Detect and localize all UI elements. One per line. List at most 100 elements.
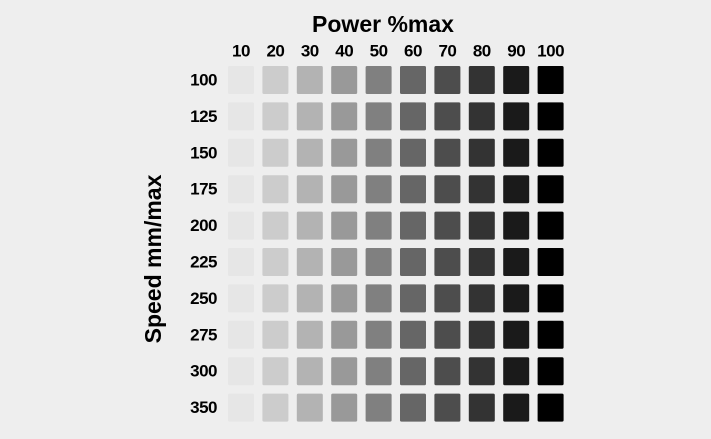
test-square xyxy=(365,357,392,386)
column-label: 80 xyxy=(473,41,491,60)
test-square xyxy=(228,284,254,313)
test-square xyxy=(331,320,358,349)
row-label: 200 xyxy=(190,216,217,235)
test-square xyxy=(296,248,323,276)
test-square xyxy=(228,393,254,422)
test-square xyxy=(262,357,289,386)
test-square xyxy=(537,284,564,313)
test-square xyxy=(434,320,461,349)
test-square xyxy=(468,138,495,167)
test-square xyxy=(262,248,289,276)
test-square xyxy=(503,66,530,94)
row-label: 250 xyxy=(190,289,217,308)
test-square xyxy=(468,284,495,313)
test-square xyxy=(503,393,530,422)
test-square xyxy=(228,175,254,204)
test-square xyxy=(331,138,358,167)
test-square xyxy=(365,138,392,167)
test-square xyxy=(468,357,495,386)
row-label: 175 xyxy=(190,180,217,199)
test-square xyxy=(365,211,392,240)
test-square xyxy=(365,66,392,94)
test-square xyxy=(296,66,323,94)
test-square xyxy=(400,66,426,94)
test-square xyxy=(400,248,426,276)
test-square xyxy=(365,248,392,276)
test-square xyxy=(262,393,289,422)
column-label: 50 xyxy=(370,41,388,60)
test-square xyxy=(503,320,530,349)
test-square xyxy=(503,102,530,131)
test-square xyxy=(468,175,495,204)
test-square xyxy=(400,357,426,386)
test-square xyxy=(503,357,530,386)
column-label: 100 xyxy=(537,41,564,60)
test-square xyxy=(434,138,461,167)
test-square xyxy=(331,284,358,313)
test-square xyxy=(503,248,530,276)
test-square xyxy=(228,102,254,131)
test-square xyxy=(503,175,530,204)
test-square xyxy=(400,211,426,240)
test-square xyxy=(503,211,530,240)
test-square xyxy=(537,138,564,167)
test-square xyxy=(537,393,564,422)
row-label: 225 xyxy=(190,252,217,271)
test-square xyxy=(262,138,289,167)
test-square xyxy=(537,248,564,276)
row-label: 125 xyxy=(190,107,217,126)
test-square xyxy=(400,102,426,131)
test-square xyxy=(537,320,564,349)
test-square xyxy=(365,393,392,422)
test-square xyxy=(262,211,289,240)
test-square xyxy=(228,248,254,276)
test-square xyxy=(262,284,289,313)
test-square xyxy=(434,211,461,240)
test-square xyxy=(434,175,461,204)
test-square xyxy=(468,211,495,240)
test-square xyxy=(503,138,530,167)
test-square xyxy=(434,102,461,131)
test-square xyxy=(537,357,564,386)
test-square xyxy=(262,320,289,349)
column-label: 10 xyxy=(232,41,250,60)
test-square xyxy=(262,175,289,204)
column-label: 40 xyxy=(335,41,353,60)
test-square xyxy=(228,211,254,240)
test-square xyxy=(296,357,323,386)
row-label: 300 xyxy=(190,362,217,381)
test-square xyxy=(400,175,426,204)
row-label: 100 xyxy=(190,70,217,89)
row-label: 150 xyxy=(190,143,217,162)
test-square xyxy=(262,66,289,94)
test-square xyxy=(296,284,323,313)
test-square xyxy=(228,357,254,386)
test-square xyxy=(228,138,254,167)
test-square xyxy=(331,66,358,94)
test-square xyxy=(434,357,461,386)
test-square xyxy=(400,138,426,167)
test-square xyxy=(434,248,461,276)
test-square xyxy=(228,66,254,94)
row-label: 350 xyxy=(190,398,217,417)
test-square xyxy=(296,211,323,240)
test-square xyxy=(296,175,323,204)
test-square xyxy=(331,211,358,240)
test-square xyxy=(468,320,495,349)
test-square xyxy=(296,320,323,349)
test-square xyxy=(537,66,564,94)
test-square xyxy=(331,102,358,131)
test-square xyxy=(262,102,289,131)
test-square xyxy=(503,284,530,313)
column-label: 90 xyxy=(507,41,525,60)
test-square xyxy=(331,248,358,276)
test-square xyxy=(365,284,392,313)
test-square xyxy=(365,102,392,131)
test-square xyxy=(296,138,323,167)
test-square xyxy=(468,102,495,131)
test-square xyxy=(537,102,564,131)
test-square xyxy=(434,393,461,422)
test-square xyxy=(400,284,426,313)
test-square xyxy=(296,393,323,422)
